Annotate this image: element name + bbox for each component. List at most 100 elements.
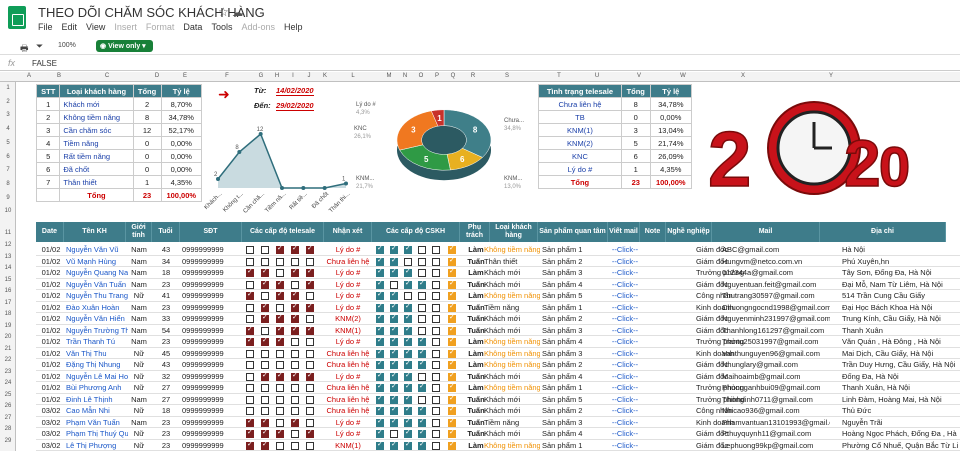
- telesale-level-checkbox[interactable]: [276, 349, 284, 358]
- telesale-level-checkbox[interactable]: [306, 361, 314, 369]
- cskh-flag-checkbox[interactable]: [448, 440, 456, 450]
- cskh-level-checkbox[interactable]: [390, 325, 398, 335]
- cskh-level-checkbox[interactable]: [404, 440, 412, 450]
- telesale-level-checkbox[interactable]: [246, 246, 254, 254]
- cskh-level-checkbox[interactable]: [404, 292, 412, 300]
- cskh-level-checkbox[interactable]: [376, 382, 384, 392]
- telesale-level-checkbox[interactable]: [291, 395, 299, 404]
- row-header[interactable]: 18: [4, 311, 12, 317]
- cskh-flag-checkbox[interactable]: [448, 279, 456, 289]
- row-header[interactable]: 12: [4, 242, 12, 248]
- column-header[interactable]: C: [104, 73, 110, 79]
- telesale-level-checkbox[interactable]: [306, 325, 314, 335]
- telesale-level-checkbox[interactable]: [261, 349, 269, 358]
- cskh-level-checkbox[interactable]: [432, 395, 440, 404]
- telesale-level-checkbox[interactable]: [291, 371, 299, 381]
- menu-view[interactable]: View: [86, 22, 106, 32]
- telesale-level-checkbox[interactable]: [246, 407, 254, 415]
- telesale-level-checkbox[interactable]: [291, 302, 299, 312]
- from-date[interactable]: 14/02/2020: [276, 86, 314, 96]
- menu-tools[interactable]: Tools: [211, 22, 233, 32]
- row-header[interactable]: 15: [4, 276, 12, 283]
- cskh-level-checkbox[interactable]: [390, 430, 398, 438]
- telesale-level-checkbox[interactable]: [276, 361, 284, 369]
- write-mail-link[interactable]: --Click--: [611, 268, 639, 277]
- row-header[interactable]: 16: [4, 288, 12, 294]
- telesale-level-checkbox[interactable]: [291, 280, 299, 289]
- cskh-flag-checkbox[interactable]: [448, 348, 456, 358]
- telesale-level-checkbox[interactable]: [246, 303, 254, 312]
- telesale-level-checkbox[interactable]: [246, 349, 254, 358]
- cskh-level-checkbox[interactable]: [376, 394, 384, 404]
- cskh-level-checkbox[interactable]: [418, 372, 426, 381]
- telesale-level-checkbox[interactable]: [306, 338, 314, 346]
- telesale-level-checkbox[interactable]: [276, 313, 284, 323]
- write-mail-link[interactable]: --Click--: [611, 348, 639, 358]
- menu-insert[interactable]: Insert: [114, 22, 137, 32]
- row-header[interactable]: 25: [4, 391, 12, 398]
- row-header[interactable]: 23: [4, 368, 12, 375]
- telesale-level-checkbox[interactable]: [306, 407, 314, 415]
- cskh-level-checkbox[interactable]: [376, 405, 384, 415]
- write-mail-link[interactable]: --Click--: [611, 360, 639, 369]
- cskh-level-checkbox[interactable]: [390, 417, 398, 427]
- cskh-level-checkbox[interactable]: [376, 244, 384, 254]
- row-header[interactable]: 22: [4, 357, 12, 363]
- telesale-level-checkbox[interactable]: [291, 417, 299, 427]
- write-mail-link[interactable]: --Click--: [611, 394, 639, 404]
- cskh-flag-checkbox[interactable]: [448, 394, 456, 404]
- menu-format[interactable]: Format: [145, 22, 175, 32]
- telesale-level-checkbox[interactable]: [261, 326, 269, 335]
- row-header[interactable]: 20: [4, 334, 12, 340]
- telesale-level-checkbox[interactable]: [291, 407, 299, 415]
- telesale-level-checkbox[interactable]: [246, 417, 254, 427]
- cskh-level-checkbox[interactable]: [376, 336, 384, 346]
- telesale-level-checkbox[interactable]: [261, 292, 269, 300]
- to-date[interactable]: 29/02/2020: [276, 101, 314, 111]
- cskh-level-checkbox[interactable]: [432, 315, 440, 323]
- menu-help[interactable]: Help: [283, 22, 303, 32]
- row-header[interactable]: 2: [6, 98, 10, 105]
- column-header[interactable]: V: [636, 73, 641, 79]
- telesale-level-checkbox[interactable]: [291, 244, 299, 254]
- cskh-level-checkbox[interactable]: [418, 269, 426, 277]
- menu-addons[interactable]: Add-ons: [241, 22, 275, 32]
- cskh-level-checkbox[interactable]: [390, 280, 398, 289]
- cskh-level-checkbox[interactable]: [376, 428, 384, 438]
- telesale-level-checkbox[interactable]: [291, 257, 299, 266]
- telesale-level-checkbox[interactable]: [261, 246, 269, 254]
- telesale-level-checkbox[interactable]: [246, 290, 254, 300]
- cskh-level-checkbox[interactable]: [390, 394, 398, 404]
- document-title[interactable]: THEO DÕI CHĂM SÓC KHÁCH HÀNG: [38, 5, 265, 20]
- cskh-level-checkbox[interactable]: [404, 371, 412, 381]
- cskh-level-checkbox[interactable]: [432, 372, 440, 381]
- telesale-level-checkbox[interactable]: [276, 428, 284, 438]
- cskh-level-checkbox[interactable]: [418, 303, 426, 312]
- cskh-level-checkbox[interactable]: [390, 359, 398, 369]
- cskh-level-checkbox[interactable]: [390, 244, 398, 254]
- cskh-flag-checkbox[interactable]: [448, 256, 456, 266]
- write-mail-link[interactable]: --Click--: [611, 325, 639, 335]
- cskh-level-checkbox[interactable]: [390, 440, 398, 450]
- cskh-level-checkbox[interactable]: [390, 290, 398, 300]
- cskh-flag-checkbox[interactable]: [448, 267, 456, 277]
- write-mail-link[interactable]: --Click--: [611, 314, 639, 323]
- telesale-level-checkbox[interactable]: [276, 269, 284, 277]
- cskh-level-checkbox[interactable]: [418, 279, 426, 289]
- telesale-level-checkbox[interactable]: [306, 302, 314, 312]
- telesale-level-checkbox[interactable]: [261, 279, 269, 289]
- write-mail-link[interactable]: --Click--: [611, 429, 639, 438]
- formula-input[interactable]: FALSE: [32, 59, 57, 68]
- write-mail-link[interactable]: --Click--: [611, 302, 639, 312]
- cskh-level-checkbox[interactable]: [432, 384, 440, 392]
- telesale-level-checkbox[interactable]: [306, 292, 314, 300]
- telesale-level-checkbox[interactable]: [306, 257, 314, 266]
- telesale-level-checkbox[interactable]: [306, 441, 314, 450]
- row-header[interactable]: 4: [6, 126, 10, 133]
- telesale-level-checkbox[interactable]: [261, 336, 269, 346]
- cskh-level-checkbox[interactable]: [404, 394, 412, 404]
- cskh-level-checkbox[interactable]: [390, 405, 398, 415]
- column-header[interactable]: Q: [450, 73, 456, 79]
- cskh-level-checkbox[interactable]: [432, 326, 440, 335]
- telesale-level-checkbox[interactable]: [291, 313, 299, 323]
